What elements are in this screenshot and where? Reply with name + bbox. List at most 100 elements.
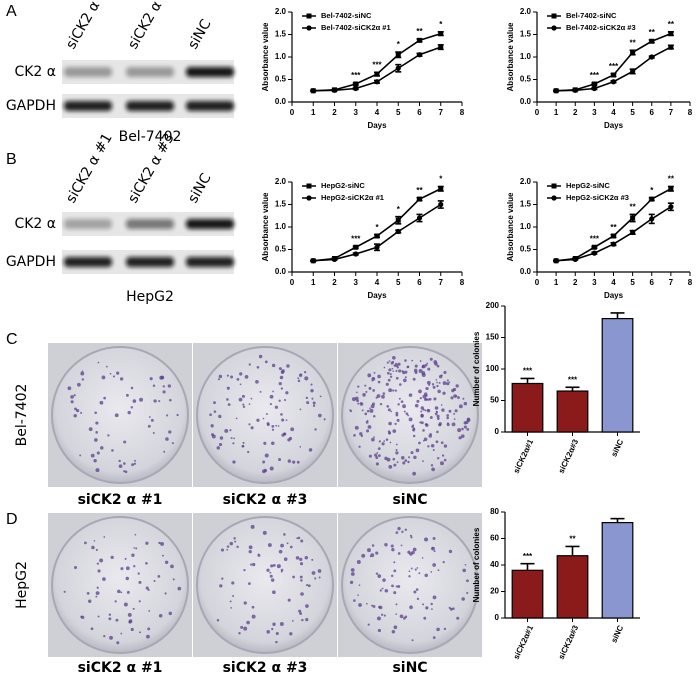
y-tick-label: 0 [495, 427, 500, 436]
row-label: CK2 α [14, 216, 56, 232]
blot-band [126, 67, 174, 77]
colony [391, 548, 395, 552]
colony [115, 618, 119, 622]
x-axis-label: Days [604, 291, 624, 300]
y-tick-label: 2.0 [520, 7, 532, 16]
colony [449, 607, 453, 611]
marker [649, 54, 655, 60]
marker [438, 201, 444, 208]
colony [238, 632, 241, 635]
colony [422, 394, 427, 399]
colony [319, 395, 322, 398]
colony [448, 381, 451, 384]
colony [103, 634, 106, 638]
colony [118, 459, 121, 463]
colony [407, 550, 411, 554]
colony [434, 412, 438, 416]
colony [368, 454, 372, 458]
colony [168, 430, 172, 434]
colony [220, 548, 225, 552]
colony [367, 623, 370, 626]
colony [442, 381, 447, 386]
colony [375, 456, 379, 460]
colony [379, 589, 382, 592]
colony [373, 436, 375, 438]
colony [135, 547, 138, 550]
colony [242, 441, 245, 444]
colony [109, 635, 113, 640]
y-tick-label: 1.5 [520, 30, 532, 39]
blot-band [186, 219, 234, 229]
colony [425, 606, 429, 610]
colony [349, 409, 352, 412]
colony [387, 378, 391, 382]
colony [80, 615, 85, 620]
colony [96, 451, 100, 455]
colony [120, 567, 124, 571]
colony [426, 380, 431, 385]
colony [81, 378, 85, 381]
legend-marker [306, 13, 312, 19]
colony [381, 442, 385, 446]
colony [95, 421, 99, 425]
colony [393, 591, 397, 595]
colony [358, 445, 361, 448]
colony [165, 437, 169, 441]
marker [591, 81, 597, 87]
significance-label: ** [649, 28, 656, 37]
significance-label: *** [351, 71, 361, 80]
colony [392, 457, 396, 461]
colony [387, 408, 391, 412]
significance-label: * [439, 20, 443, 29]
colony [397, 552, 401, 555]
colony [297, 379, 301, 383]
colony [124, 470, 128, 474]
colony [427, 367, 431, 371]
x-tick-label: 1 [311, 278, 316, 287]
colony [229, 600, 232, 603]
colony [221, 577, 224, 580]
colony [314, 428, 317, 431]
x-tick-label: 4 [375, 108, 380, 117]
colony [397, 584, 401, 589]
colony [217, 378, 220, 381]
significance-label: *** [568, 375, 578, 384]
colony [356, 391, 358, 394]
colony [265, 413, 268, 415]
colony [416, 567, 419, 569]
colony [278, 399, 281, 402]
marker [649, 38, 655, 44]
colony [168, 611, 173, 616]
colony [412, 471, 417, 476]
colony [128, 620, 132, 624]
colony [132, 399, 137, 403]
colony [441, 408, 445, 412]
colony [407, 456, 411, 459]
y-tick-label: 1.0 [520, 52, 532, 61]
x-tick-label: 4 [611, 108, 616, 117]
y-tick-label: 60 [490, 534, 499, 543]
x-tick-label: 4 [375, 278, 380, 287]
colony [311, 571, 316, 575]
colony [452, 607, 455, 610]
colony [435, 378, 438, 381]
colony [256, 418, 260, 422]
colony [216, 446, 221, 450]
colony [304, 556, 309, 560]
colony [432, 636, 436, 639]
legend-label: HepG2-siCK2α #3 [566, 193, 629, 202]
colony [145, 541, 149, 545]
colony [314, 577, 317, 580]
colony [388, 360, 391, 362]
colony [421, 371, 426, 375]
colony [275, 631, 279, 636]
y-tick-label: 0.5 [520, 245, 532, 254]
y-axis-label: Number of colonies [472, 527, 481, 602]
colony [431, 383, 435, 386]
colony [226, 386, 230, 390]
colony [428, 397, 432, 401]
colony [99, 400, 104, 405]
colony [434, 406, 439, 410]
